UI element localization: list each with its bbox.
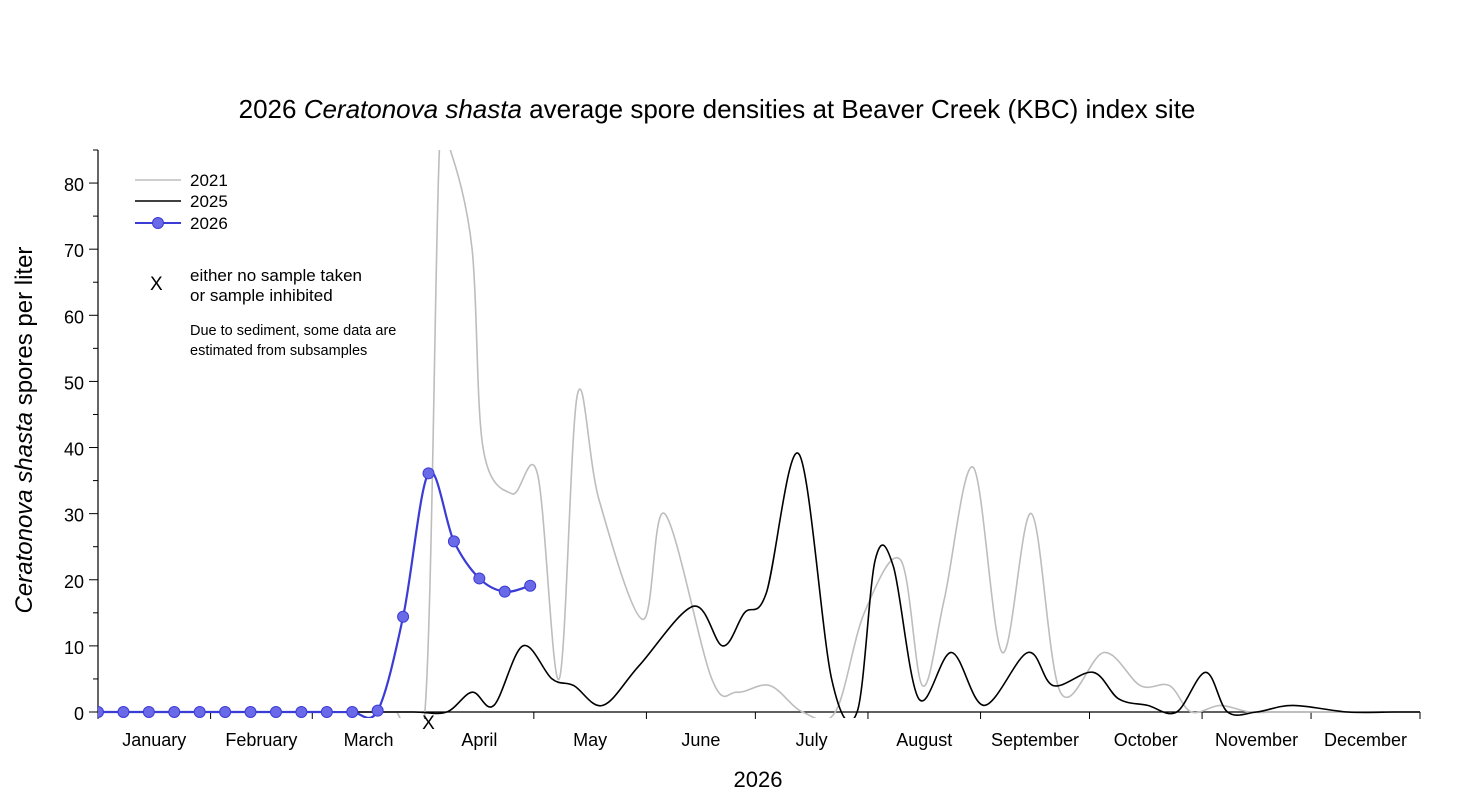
y-axis-label: Ceratonova shasta spores per liter bbox=[11, 247, 38, 614]
data-point-2026 bbox=[447, 535, 460, 548]
data-point-2026 bbox=[320, 706, 333, 718]
x-tick-label: June bbox=[681, 730, 720, 750]
y-tick-label: 0 bbox=[74, 704, 84, 724]
legend-label-2026: 2026 bbox=[190, 214, 228, 233]
legend-note-line2: estimated from subsamples bbox=[190, 343, 367, 359]
data-point-2026 bbox=[346, 706, 359, 718]
y-tick-label: 20 bbox=[64, 572, 84, 592]
x-tick-label: August bbox=[896, 730, 952, 750]
data-point-2026 bbox=[524, 579, 537, 592]
legend-note-line1: Due to sediment, some data are bbox=[190, 323, 396, 339]
y-tick-label: 10 bbox=[64, 638, 84, 658]
plot-area bbox=[98, 150, 1420, 718]
x-tick-label: November bbox=[1215, 730, 1298, 750]
data-point-2026 bbox=[422, 467, 435, 480]
legend-x-marker: X bbox=[150, 274, 163, 295]
x-tick-label: September bbox=[991, 730, 1079, 750]
data-point-2026 bbox=[371, 704, 384, 717]
y-tick-label: 40 bbox=[64, 440, 84, 460]
x-tick-label: July bbox=[796, 730, 828, 750]
y-tick-label: 70 bbox=[64, 241, 84, 261]
y-tick-label: 50 bbox=[64, 373, 84, 393]
x-tick-label: March bbox=[344, 730, 394, 750]
x-tick-label: January bbox=[122, 730, 186, 750]
data-point-2026 bbox=[295, 706, 308, 718]
legend: 2021 2025 2026 X either no sample taken … bbox=[135, 171, 396, 359]
x-tick-label: October bbox=[1114, 730, 1178, 750]
y-ticks: 0 10 20 30 40 50 60 70 80 bbox=[64, 149, 98, 724]
legend-label-2021: 2021 bbox=[190, 171, 228, 190]
data-point-2026 bbox=[473, 572, 486, 585]
legend-label-2025: 2025 bbox=[190, 192, 228, 211]
y-tick-label: 80 bbox=[64, 175, 84, 195]
data-point-2026 bbox=[117, 706, 130, 718]
axes bbox=[97, 150, 1420, 713]
x-tick-label: February bbox=[225, 730, 297, 750]
series-line-2025 bbox=[98, 452, 1420, 718]
data-point-2026 bbox=[244, 706, 257, 718]
series-line-2026 bbox=[98, 470, 531, 718]
data-point-2026 bbox=[168, 706, 181, 718]
x-ticks: January February March April May June July Augu… bbox=[97, 712, 1421, 750]
y-tick-label: 30 bbox=[64, 506, 84, 526]
no-sample-marker: X bbox=[422, 713, 435, 734]
data-point-2026 bbox=[193, 706, 206, 718]
data-point-2026 bbox=[142, 706, 155, 718]
data-point-2026 bbox=[498, 585, 511, 598]
x-axis-label: 2026 bbox=[734, 767, 783, 792]
x-tick-label: December bbox=[1324, 730, 1407, 750]
data-point-2026 bbox=[269, 706, 282, 718]
chart-title: 2026 Ceratonova shasta average spore den… bbox=[239, 94, 1196, 124]
series-line-2021 bbox=[98, 150, 1420, 718]
legend-x-text-line2: or sample inhibited bbox=[190, 286, 333, 305]
data-point-2026 bbox=[219, 706, 232, 718]
x-tick-label: April bbox=[461, 730, 497, 750]
data-point-2026 bbox=[98, 706, 104, 718]
x-tick-label: May bbox=[573, 730, 607, 750]
data-point-2026 bbox=[397, 610, 410, 623]
legend-marker-2026 bbox=[152, 217, 164, 229]
y-tick-label: 60 bbox=[64, 307, 84, 327]
legend-x-text-line1: either no sample taken bbox=[190, 266, 362, 285]
